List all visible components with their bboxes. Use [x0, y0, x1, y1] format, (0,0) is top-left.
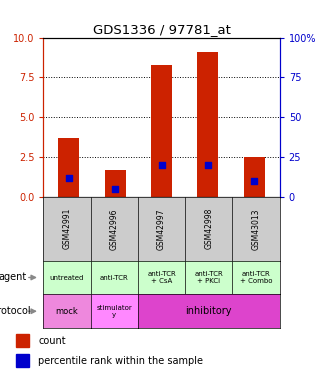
Point	[159, 162, 164, 168]
Text: anti-TCR
+ Combo: anti-TCR + Combo	[240, 271, 272, 284]
Bar	[197, 52, 218, 197]
Text: GSM42991: GSM42991	[62, 208, 72, 249]
Text: count: count	[38, 336, 66, 346]
Point	[251, 178, 257, 184]
Text: GSM42997: GSM42997	[157, 208, 166, 249]
Text: protocol: protocol	[0, 306, 31, 316]
Bar	[16, 334, 29, 347]
Bar	[244, 157, 265, 197]
Bar	[16, 354, 29, 367]
Bar	[105, 170, 126, 197]
Text: percentile rank within the sample: percentile rank within the sample	[38, 356, 203, 366]
Bar	[151, 64, 172, 197]
Text: GSM42996: GSM42996	[110, 208, 119, 249]
Point	[205, 162, 210, 168]
Text: mock: mock	[56, 307, 78, 316]
Text: agent: agent	[0, 273, 26, 282]
Text: anti-TCR: anti-TCR	[100, 274, 129, 280]
Point	[113, 186, 118, 192]
Text: untreated: untreated	[50, 274, 84, 280]
Title: GDS1336 / 97781_at: GDS1336 / 97781_at	[93, 23, 230, 36]
Text: GSM42998: GSM42998	[204, 208, 213, 249]
Text: GSM43013: GSM43013	[251, 208, 261, 249]
Point	[66, 175, 72, 181]
Text: anti-TCR
+ PKCi: anti-TCR + PKCi	[194, 271, 223, 284]
Text: inhibitory: inhibitory	[185, 306, 232, 316]
Bar	[58, 138, 79, 197]
Text: anti-TCR
+ CsA: anti-TCR + CsA	[147, 271, 176, 284]
Text: stimulator
y: stimulator y	[96, 305, 132, 318]
